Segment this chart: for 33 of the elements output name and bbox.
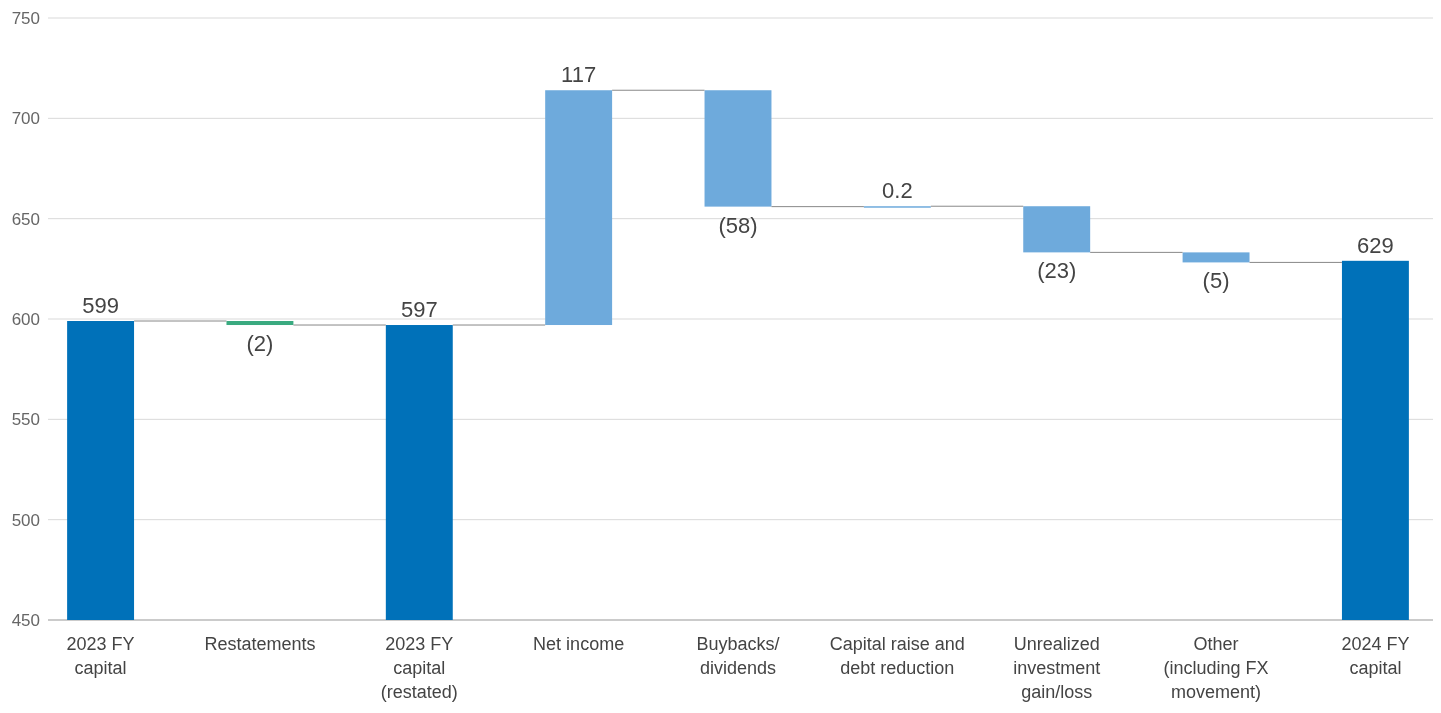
- x-tick-label: Unrealized investment gain/loss: [1013, 634, 1101, 702]
- data-label: (23): [1037, 258, 1077, 284]
- x-tick-label: Capital raise and debt reduction: [829, 634, 965, 678]
- y-tick-label: 650: [11, 209, 40, 229]
- data-label: 597: [400, 297, 438, 323]
- x-tick-label: Net income: [533, 634, 625, 654]
- bar: [67, 321, 135, 620]
- data-label: 117: [561, 62, 597, 88]
- bar: [226, 321, 294, 326]
- data-label: (5): [1202, 268, 1230, 294]
- data-label: (2): [246, 331, 274, 357]
- x-tick-label: 2023 FY capital (restated): [380, 634, 458, 702]
- bar: [704, 90, 772, 207]
- x-tick-label: 2024 FY capital: [1341, 634, 1410, 678]
- bar: [545, 90, 613, 326]
- y-tick-label: 550: [11, 410, 40, 430]
- x-tick-label: 2023 FY capital: [66, 634, 135, 678]
- data-label: 629: [1357, 232, 1394, 258]
- bar: [1182, 252, 1250, 263]
- data-label: 599: [82, 293, 119, 319]
- data-label: (58): [718, 212, 758, 238]
- y-tick-label: 700: [11, 109, 40, 129]
- bar: [385, 325, 453, 620]
- x-tick-label: Other (including FX movement): [1163, 634, 1269, 702]
- x-tick-label: Restatements: [204, 634, 316, 654]
- data-label: 0.2: [882, 178, 913, 204]
- y-tick-label: 600: [11, 310, 40, 329]
- bar: [1023, 206, 1091, 253]
- bar: [1341, 260, 1409, 620]
- y-tick-label: 500: [11, 510, 40, 530]
- y-tick-label: 450: [11, 611, 40, 630]
- x-tick-label: Buybacks/ dividends: [696, 634, 780, 678]
- y-tick-label: 750: [11, 9, 40, 28]
